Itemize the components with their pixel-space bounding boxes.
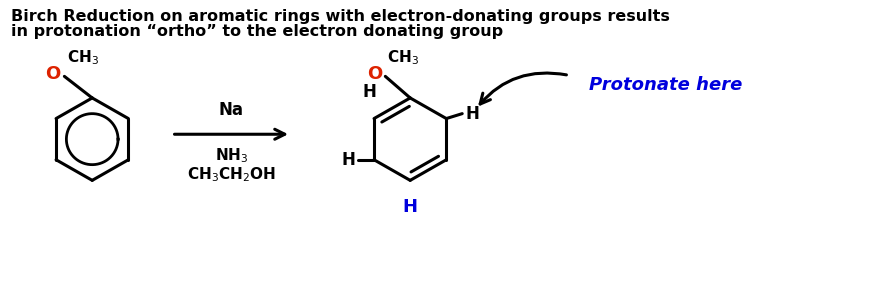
Text: in protonation “ortho” to the electron donating group: in protonation “ortho” to the electron d…	[11, 24, 503, 39]
Text: NH$_3$: NH$_3$	[215, 146, 248, 165]
Text: CH$_3$CH$_2$OH: CH$_3$CH$_2$OH	[187, 166, 276, 184]
Text: H: H	[342, 151, 355, 169]
Text: Na: Na	[219, 101, 244, 118]
Text: Protonate here: Protonate here	[589, 76, 743, 94]
Text: Birch Reduction on aromatic rings with electron-donating groups results: Birch Reduction on aromatic rings with e…	[11, 9, 669, 24]
Text: O: O	[367, 65, 382, 83]
Text: O: O	[46, 65, 60, 83]
Text: H: H	[362, 83, 376, 101]
Text: H: H	[403, 198, 418, 216]
Text: H: H	[465, 105, 479, 123]
Text: CH$_3$: CH$_3$	[67, 48, 99, 66]
Text: CH$_3$: CH$_3$	[387, 48, 420, 66]
